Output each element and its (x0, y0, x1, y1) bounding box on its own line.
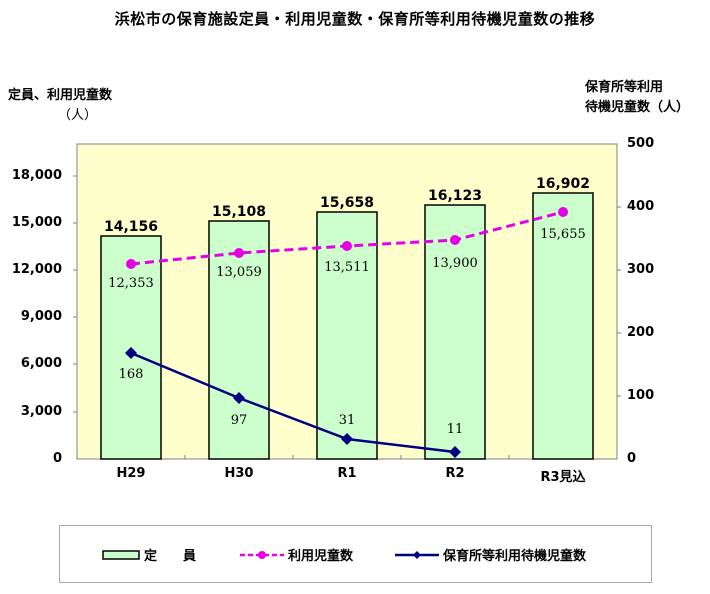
y-tick-right: 300 (627, 262, 655, 277)
y-axis-left-unit: （人） (58, 108, 98, 123)
legend-item-waiting: 保育所等利用待機児童数 (395, 545, 586, 564)
y-axis-left-title: 定員、利用児童数 (8, 88, 113, 103)
bar-r1 (316, 211, 378, 460)
dashed-line-circle-marker-icon (240, 550, 284, 559)
waiting-label: 11 (446, 422, 464, 437)
chart-title: 浜松市の保育施設定員・利用児童数・保育所等利用待機児童数の推移 (114, 10, 596, 28)
bar-swatch-icon (102, 549, 140, 560)
line-diamond-marker-icon (395, 550, 439, 559)
y-tick-left: 6,000 (20, 356, 62, 371)
legend-label-capacity: 定 員 (144, 549, 197, 564)
y-axis-right-title-line2: 待機児童数（人） (585, 100, 690, 115)
bar-label: 14,156 (103, 219, 159, 235)
y-tick-left: 18,000 (11, 168, 62, 183)
x-tick: R1 (337, 466, 357, 481)
bar-r3 (532, 192, 594, 460)
bar-label: 15,658 (319, 195, 375, 211)
enrolled-label: 13,900 (432, 256, 478, 271)
y-tick-right: 500 (627, 136, 655, 151)
y-tick-left: 9,000 (20, 309, 62, 324)
y-tick-right: 400 (627, 199, 655, 214)
y-tick-right: 200 (627, 325, 655, 340)
bar-h30 (208, 220, 270, 460)
y-axis-right-label: 保育所等利用 待機児童数（人） (585, 78, 689, 118)
legend-item-enrolled: 利用児童数 (240, 545, 353, 564)
x-tick: R3見込 (540, 470, 586, 485)
enrolled-label: 13,059 (216, 265, 262, 280)
enrolled-label: 12,353 (108, 276, 154, 291)
waiting-label: 97 (230, 413, 248, 428)
bar-label: 16,902 (535, 176, 591, 192)
y-tick-left: 0 (52, 451, 62, 466)
y-axis-right-title-line1: 保育所等利用 (585, 80, 664, 95)
y-tick-left: 3,000 (20, 404, 62, 419)
enrolled-label: 15,655 (540, 227, 586, 242)
legend: 定 員 利用児童数 保育所等利用待機児童数 (59, 525, 652, 583)
y-tick-left: 15,000 (11, 215, 62, 230)
enrolled-label: 13,511 (324, 260, 370, 275)
bar-label: 16,123 (427, 188, 483, 204)
bar-r2 (424, 204, 486, 460)
x-tick: H29 (116, 466, 146, 481)
waiting-label: 31 (338, 413, 356, 428)
waiting-label: 168 (118, 367, 144, 382)
bar-label: 15,108 (211, 204, 267, 220)
legend-label-enrolled: 利用児童数 (288, 549, 354, 564)
legend-item-capacity: 定 員 (102, 545, 196, 564)
y-tick-left: 12,000 (11, 262, 62, 277)
y-axis-left-label: 定員、利用児童数 （人） (8, 86, 112, 126)
waiting-line (130, 351, 456, 454)
x-tick: R2 (445, 466, 465, 481)
capacity-bars (100, 192, 594, 460)
x-tick: H30 (224, 466, 254, 481)
y-tick-right: 0 (627, 451, 637, 466)
legend-label-waiting: 保育所等利用待機児童数 (443, 549, 587, 564)
y-tick-right: 100 (627, 388, 655, 403)
